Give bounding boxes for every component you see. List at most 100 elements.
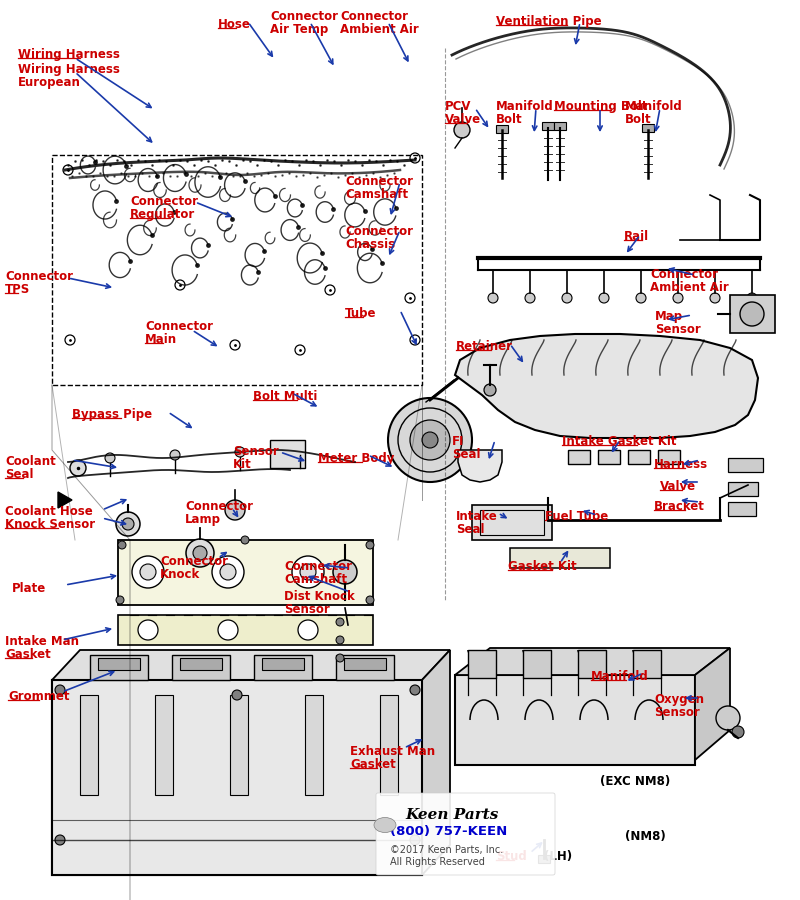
Bar <box>180 658 222 670</box>
Polygon shape <box>422 650 450 875</box>
Bar <box>230 695 248 795</box>
Circle shape <box>484 384 496 396</box>
Text: TPS: TPS <box>5 283 30 296</box>
Bar <box>305 695 323 795</box>
Circle shape <box>143 653 167 677</box>
Circle shape <box>673 293 683 303</box>
Text: Manifold: Manifold <box>496 100 554 113</box>
Text: (800) 757-KEEN: (800) 757-KEEN <box>390 825 507 838</box>
Text: Gasket: Gasket <box>350 758 396 771</box>
Bar <box>496 125 508 133</box>
Text: Map: Map <box>655 310 683 323</box>
Bar <box>480 510 544 535</box>
Text: (NM8): (NM8) <box>625 830 666 843</box>
Text: Connector: Connector <box>270 10 338 23</box>
Circle shape <box>241 536 249 544</box>
Text: Fuel Tube: Fuel Tube <box>545 510 608 523</box>
Circle shape <box>716 706 740 730</box>
FancyBboxPatch shape <box>376 793 555 875</box>
Polygon shape <box>455 334 758 438</box>
Text: Harness: Harness <box>654 458 708 471</box>
Text: Bolt Multi: Bolt Multi <box>253 390 318 403</box>
Bar <box>336 655 394 680</box>
Text: Keen Parts: Keen Parts <box>405 808 498 822</box>
Polygon shape <box>58 492 72 508</box>
Circle shape <box>410 685 420 695</box>
Text: Valve: Valve <box>660 480 696 493</box>
Text: Ambient Air: Ambient Air <box>340 23 418 36</box>
Text: Connector: Connector <box>5 270 73 283</box>
Circle shape <box>333 560 357 584</box>
Circle shape <box>336 636 344 644</box>
Text: Ventilation Pipe: Ventilation Pipe <box>496 15 602 28</box>
Text: Bypass Pipe: Bypass Pipe <box>72 408 152 421</box>
Circle shape <box>118 541 126 549</box>
Circle shape <box>454 122 470 138</box>
Circle shape <box>132 556 164 588</box>
Circle shape <box>150 660 160 670</box>
Circle shape <box>295 445 305 455</box>
Bar <box>155 695 173 795</box>
Text: Regulator: Regulator <box>130 208 195 221</box>
Bar <box>270 440 305 468</box>
Text: Seal: Seal <box>456 523 485 536</box>
Text: Hose: Hose <box>218 18 251 31</box>
Circle shape <box>366 596 374 604</box>
Bar <box>344 658 386 670</box>
Bar <box>52 680 422 875</box>
Text: Bolt: Bolt <box>625 113 652 126</box>
Text: Manifold: Manifold <box>625 100 682 113</box>
Circle shape <box>300 564 316 580</box>
Circle shape <box>220 564 236 580</box>
Circle shape <box>410 835 420 845</box>
Bar <box>90 655 148 680</box>
Text: ©2017 Keen Parts, Inc.
All Rights Reserved: ©2017 Keen Parts, Inc. All Rights Reserv… <box>390 845 503 867</box>
Bar <box>538 855 550 863</box>
Text: Valve: Valve <box>445 113 481 126</box>
Circle shape <box>55 685 65 695</box>
Text: Gasket: Gasket <box>5 648 50 661</box>
Bar <box>542 122 554 130</box>
Text: Coolant Hose: Coolant Hose <box>5 505 93 518</box>
Circle shape <box>55 835 65 845</box>
Circle shape <box>336 618 344 626</box>
Text: Sensor: Sensor <box>654 706 700 719</box>
Text: Stud: Stud <box>496 850 526 863</box>
Text: Grommet: Grommet <box>8 690 70 703</box>
Circle shape <box>232 690 242 700</box>
Text: Rail: Rail <box>624 230 649 243</box>
Bar <box>52 155 422 385</box>
Bar <box>568 450 590 464</box>
Text: Lamp: Lamp <box>185 513 221 526</box>
Circle shape <box>138 620 158 640</box>
Text: Connector: Connector <box>145 320 213 333</box>
Circle shape <box>388 398 472 482</box>
Circle shape <box>140 564 156 580</box>
Text: Intake: Intake <box>456 510 498 523</box>
Bar <box>598 450 620 464</box>
Text: Seal: Seal <box>452 448 481 461</box>
Bar <box>633 650 661 678</box>
Circle shape <box>525 293 535 303</box>
Circle shape <box>298 620 318 640</box>
Text: Kit: Kit <box>233 458 252 471</box>
Text: Plate: Plate <box>12 582 46 595</box>
Text: (EXC NM8): (EXC NM8) <box>600 775 670 788</box>
Circle shape <box>116 512 140 536</box>
Text: Manifold: Manifold <box>591 670 649 683</box>
Text: Connector: Connector <box>284 560 352 573</box>
Circle shape <box>747 293 757 303</box>
Circle shape <box>740 302 764 326</box>
Circle shape <box>193 546 207 560</box>
Circle shape <box>410 420 450 460</box>
Polygon shape <box>458 450 502 482</box>
Text: Intake Man: Intake Man <box>5 635 79 648</box>
Text: PCV: PCV <box>445 100 471 113</box>
Circle shape <box>70 460 86 476</box>
Text: Connector: Connector <box>160 555 228 568</box>
Circle shape <box>336 654 344 662</box>
Text: Connector: Connector <box>345 225 413 238</box>
Bar <box>172 655 230 680</box>
Bar <box>254 655 312 680</box>
Text: Main: Main <box>145 333 177 346</box>
